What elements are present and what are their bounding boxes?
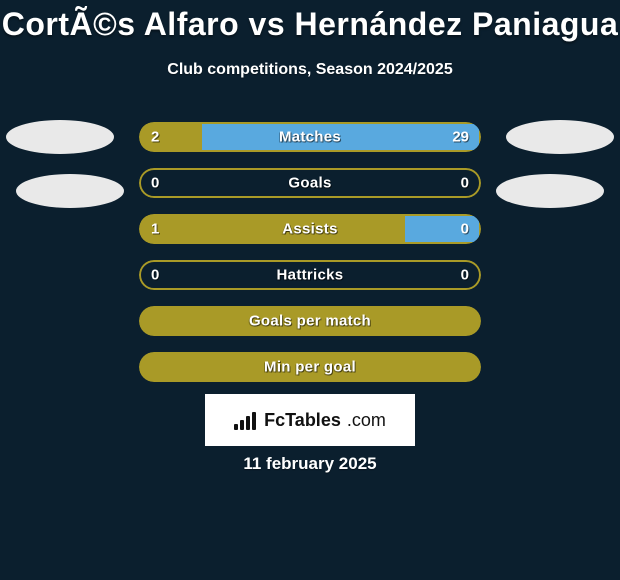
stat-bar-row: Min per goal	[139, 352, 481, 382]
stat-bars: Matches229 Goals00 Assists10 Hattricks00 Goa…	[139, 122, 481, 398]
stat-bar-track	[139, 122, 481, 152]
page-title: CortÃ©s Alfaro vs Hernández Paniagua	[0, 6, 620, 43]
comparison-card: CortÃ©s Alfaro vs Hernández Paniagua Clu…	[0, 0, 620, 580]
player1-avatar-placeholder	[6, 120, 114, 154]
stat-bar-row: Hattricks00	[139, 260, 481, 290]
brand-badge: FcTables .com	[205, 394, 415, 446]
stat-bar-row: Assists10	[139, 214, 481, 244]
player2-avatar-placeholder	[506, 120, 614, 154]
date-label: 11 february 2025	[0, 454, 620, 474]
player2-team-placeholder	[496, 174, 604, 208]
stat-bar-row: Goals00	[139, 168, 481, 198]
subtitle: Club competitions, Season 2024/2025	[0, 61, 620, 79]
stat-bar-row: Matches229	[139, 122, 481, 152]
player1-team-placeholder	[16, 174, 124, 208]
stat-bar-track	[139, 352, 481, 382]
brand-suffix: .com	[347, 410, 386, 431]
stat-bar-row: Goals per match	[139, 306, 481, 336]
stat-bar-track	[139, 260, 481, 290]
stat-bar-track	[139, 306, 481, 336]
stat-bar-track	[139, 168, 481, 198]
brand-name: FcTables	[264, 410, 341, 431]
brand-logo-icon	[234, 410, 256, 430]
stat-bar-track	[139, 214, 481, 244]
